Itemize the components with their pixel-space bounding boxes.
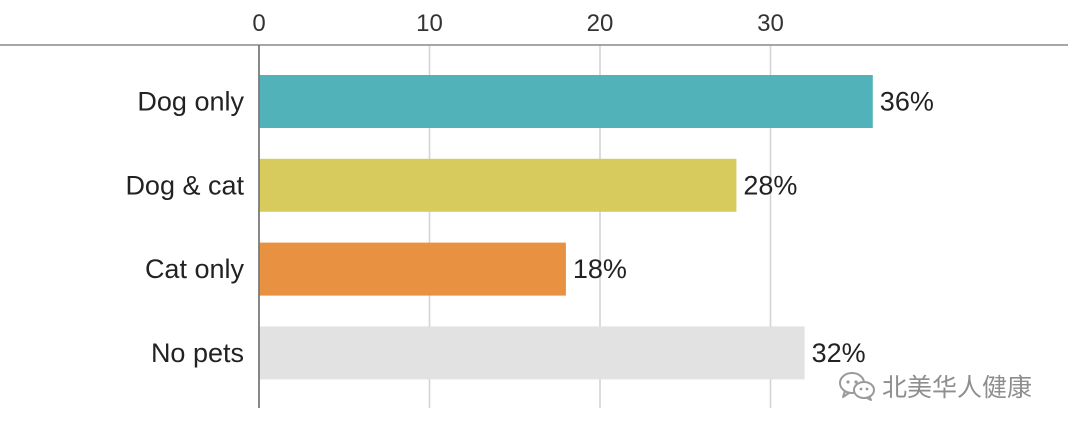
bar-0 [259,75,873,128]
bar-3 [259,326,805,380]
category-label-2: Cat only [145,254,245,284]
category-label-3: No pets [151,338,244,368]
watermark-text: 北美华人健康 [882,373,1033,402]
x-tick-label-0: 0 [252,10,265,37]
watermark: 北美华人健康 [838,366,1032,406]
value-label-1: 28% [743,170,797,200]
x-tick-label-10: 10 [416,10,443,37]
value-label-2: 18% [573,254,627,284]
category-label-1: Dog & cat [125,170,244,200]
x-tick-label-20: 20 [587,10,614,37]
bar-1 [259,158,737,212]
value-label-3: 32% [812,338,866,368]
bar-2 [259,242,566,296]
wechat-icon [839,372,875,401]
value-label-0: 36% [880,87,934,117]
category-label-0: Dog only [137,87,244,117]
x-tick-label-30: 30 [757,10,784,37]
